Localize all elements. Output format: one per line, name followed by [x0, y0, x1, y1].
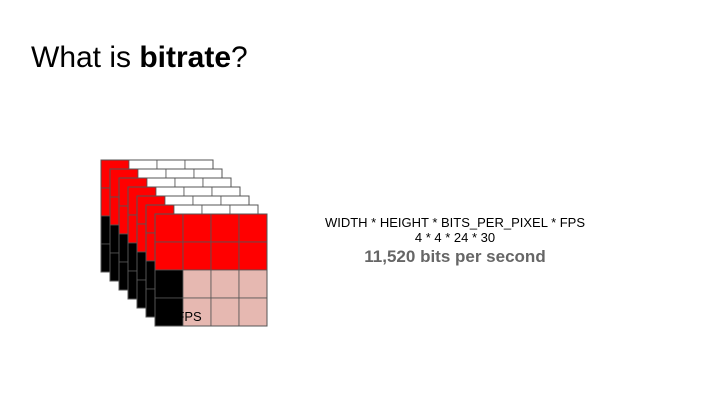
- formula-expression: WIDTH * HEIGHT * BITS_PER_PIXEL * FPS: [324, 215, 586, 230]
- frame-pixel: [238, 269, 268, 299]
- title-emphasis: bitrate: [139, 41, 232, 74]
- frame-pixel: [210, 241, 240, 271]
- fps-label: 30 FPS: [158, 309, 202, 324]
- frame-pixel: [182, 241, 212, 271]
- frame-pixel: [238, 213, 268, 243]
- frame-pixel: [182, 213, 212, 243]
- video-frame-front: [154, 213, 268, 327]
- frame-pixel: [210, 213, 240, 243]
- frame-pixel: [154, 241, 184, 271]
- frame-pixel: [154, 213, 184, 243]
- frame-pixel: [154, 269, 184, 299]
- bitrate-formula: WIDTH * HEIGHT * BITS_PER_PIXEL * FPS 4 …: [300, 215, 610, 269]
- frame-pixel: [182, 269, 212, 299]
- title-suffix: ?: [231, 41, 248, 74]
- frame-pixel: [210, 269, 240, 299]
- formula-result: 11,520 bits per second: [364, 247, 546, 266]
- frame-border: [154, 213, 268, 327]
- formula-values: 4 * 4 * 24 * 30: [414, 230, 496, 245]
- frame-pixel: [182, 297, 212, 327]
- frame-pixel: [238, 241, 268, 271]
- frame-pixel: [238, 297, 268, 327]
- slide-title: What is bitrate?: [31, 40, 248, 76]
- title-prefix: What is: [31, 41, 140, 74]
